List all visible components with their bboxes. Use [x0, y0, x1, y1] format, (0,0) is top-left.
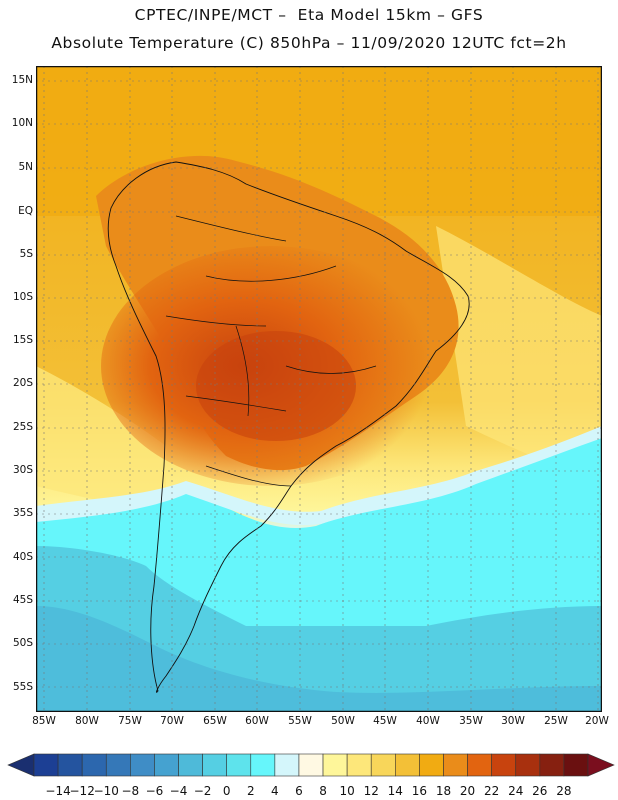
- colorbar-tick-label: −4: [169, 784, 188, 798]
- lon-label: 70W: [160, 715, 184, 727]
- colorbar-swatch: [130, 753, 155, 777]
- colorbar-tick-label: 16: [411, 784, 428, 798]
- colorbar-tick-label: 0: [222, 784, 231, 798]
- lon-label: 25W: [544, 715, 568, 727]
- lon-label: 85W: [32, 715, 56, 727]
- colorbar-swatch: [250, 753, 276, 777]
- lon-label: 30W: [501, 715, 525, 727]
- lat-label: 30S: [12, 464, 33, 476]
- colorbar-tick-label: 20: [459, 784, 476, 798]
- colorbar-swatch: [33, 753, 59, 777]
- temperature-map: [36, 66, 602, 712]
- lat-label: 5S: [19, 248, 33, 260]
- colorbar-swatch: [274, 753, 300, 777]
- lat-label: 5N: [18, 161, 33, 173]
- chart-title-line2: Absolute Temperature (C) 850hPa – 11/09/…: [51, 34, 567, 52]
- colorbar-tick-label: −12: [69, 784, 95, 798]
- colorbar-swatch: [154, 753, 179, 777]
- colorbar-swatch: [178, 753, 203, 777]
- colorbar-tick-label: −6: [145, 784, 164, 798]
- colorbar-high-arrow: [587, 753, 615, 777]
- lon-label: 40W: [416, 715, 440, 727]
- lon-label: 45W: [373, 715, 397, 727]
- lon-label: 55W: [288, 715, 312, 727]
- colorbar-swatch: [81, 753, 107, 777]
- colorbar-swatch: [539, 753, 565, 777]
- lon-label: 50W: [331, 715, 355, 727]
- colorbar-swatch: [395, 753, 420, 777]
- colorbar-swatch: [322, 753, 348, 777]
- lat-label: 40S: [12, 551, 33, 563]
- colorbar-tick-label: 6: [295, 784, 303, 798]
- colorbar-tick-label: 28: [556, 784, 572, 798]
- colorbar-tick-label: 12: [363, 784, 379, 798]
- lat-label: 50S: [12, 637, 33, 649]
- atlantic-cooler: [436, 226, 602, 486]
- colorbar-swatch: [563, 753, 589, 777]
- lon-label: 35W: [459, 715, 483, 727]
- colorbar-tick-label: 2: [246, 784, 255, 798]
- lat-label: 55S: [12, 681, 33, 693]
- colorbar-swatch: [202, 753, 227, 777]
- pacific-pale: [36, 366, 166, 516]
- lat-label: 35S: [12, 507, 33, 519]
- colorbar-tick-label: −8: [121, 784, 140, 798]
- transition-band: [36, 426, 602, 526]
- colorbar-tick-label: 18: [435, 784, 452, 798]
- lat-label: 20S: [12, 377, 33, 389]
- colorbar-tick-label: −2: [193, 784, 212, 798]
- colorbar-tick-label: 26: [532, 784, 548, 798]
- lon-label: 65W: [203, 715, 227, 727]
- lat-label: 15N: [11, 74, 33, 86]
- colorbar-swatch: [226, 753, 252, 777]
- colorbar: [7, 753, 615, 777]
- lon-label: 20W: [585, 715, 609, 727]
- lat-label: 10N: [11, 117, 33, 129]
- lat-label: 25S: [12, 421, 33, 433]
- lat-label: EQ: [18, 205, 33, 217]
- colorbar-tick-label: 24: [508, 784, 524, 798]
- colorbar-tick-label: −14: [45, 784, 71, 798]
- colorbar-swatch: [105, 753, 131, 777]
- colorbar-swatch: [346, 753, 372, 777]
- chart-title-line1: CPTEC/INPE/MCT – Eta Model 15km – GFS: [134, 6, 484, 24]
- grid-lines: [36, 66, 602, 712]
- colorbar-swatch: [298, 753, 324, 777]
- colorbar-tick-label: 22: [484, 784, 500, 798]
- cold-south-deepest: [36, 606, 602, 712]
- colorbar-tick-label: 8: [319, 784, 327, 798]
- lon-label: 75W: [118, 715, 142, 727]
- colorbar-tick-label: 14: [387, 784, 403, 798]
- colorbar-tick-label: −10: [93, 784, 119, 798]
- colorbar-swatch: [370, 753, 396, 777]
- map-frame: [36, 66, 602, 712]
- lat-label: 15S: [12, 334, 33, 346]
- colorbar-low-arrow: [7, 753, 35, 777]
- colorbar-swatch: [491, 753, 517, 777]
- colorbar-tick-label: 10: [339, 784, 355, 798]
- colorbar-swatch: [57, 753, 83, 777]
- colorbar-swatch: [467, 753, 492, 777]
- colorbar-swatch: [515, 753, 541, 777]
- hot-core-inner: [196, 331, 356, 441]
- colorbar-swatch: [443, 753, 468, 777]
- country-borders: [165, 215, 377, 487]
- lat-label: 10S: [12, 291, 33, 303]
- colorbar-tick-label: 4: [271, 784, 279, 798]
- colorbar-swatch: [419, 753, 444, 777]
- lon-label: 80W: [75, 715, 99, 727]
- south-america-outline: [107, 161, 470, 693]
- lat-label: 45S: [12, 594, 33, 606]
- lon-label: 60W: [245, 715, 269, 727]
